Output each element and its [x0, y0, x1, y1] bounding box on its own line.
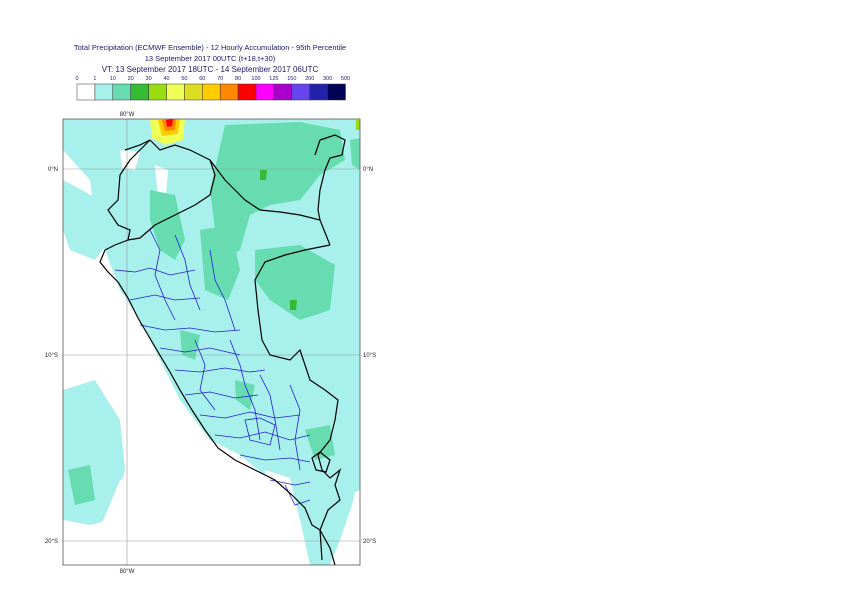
legend-threshold-label: 30	[146, 76, 152, 82]
legend-threshold-label: 125	[269, 76, 278, 82]
lat-label-10-right: 10°S	[363, 353, 376, 359]
lat-label-0-right: 0°N	[363, 167, 373, 173]
legend-threshold-label: 500	[341, 76, 350, 82]
legend-threshold-label: 80	[235, 76, 241, 82]
region-boundaries	[114, 229, 311, 506]
lon-label-bottom: 80°W	[120, 569, 135, 575]
country-borders	[99, 134, 346, 565]
legend-swatch	[327, 83, 346, 101]
precip-light-area	[63, 119, 360, 565]
lat-label-20-right: 20°S	[363, 539, 376, 545]
legend-threshold-label: 40	[163, 76, 169, 82]
legend-threshold-label: 20	[128, 76, 134, 82]
map-border	[62, 118, 361, 566]
lon-label-top: 80°W	[120, 112, 135, 118]
legend-threshold-label: 1	[93, 76, 96, 82]
run-time: 13 September 2017 00UTC (t+18,t+30)	[144, 54, 276, 63]
legend-threshold-label: 200	[305, 76, 314, 82]
precip-moderate-area	[210, 122, 345, 260]
legend-threshold-label: 10	[110, 76, 116, 82]
valid-time: VT: 13 September 2017 18UTC - 14 Septemb…	[101, 65, 319, 74]
graticule	[63, 119, 360, 565]
map-title: Total Precipitation (ECMWF Ensemble) - 1…	[73, 43, 347, 52]
legend-threshold-label: 70	[217, 76, 223, 82]
legend-threshold-label: 0	[75, 76, 78, 82]
precipitation-legend: 0 1 10 20 30 40 50 60 70 80 100 125 150 200 300 500	[75, 76, 350, 101]
legend-threshold-label: 50	[181, 76, 187, 82]
lat-label-10-left: 10°S	[45, 353, 58, 359]
lat-label-0-left: 0°N	[48, 167, 58, 173]
lat-label-20-left: 20°S	[45, 539, 58, 545]
legend-threshold-label: 150	[287, 76, 296, 82]
legend-threshold-label: 300	[323, 76, 332, 82]
legend-threshold-label: 60	[199, 76, 205, 82]
legend-threshold-label: 100	[251, 76, 260, 82]
